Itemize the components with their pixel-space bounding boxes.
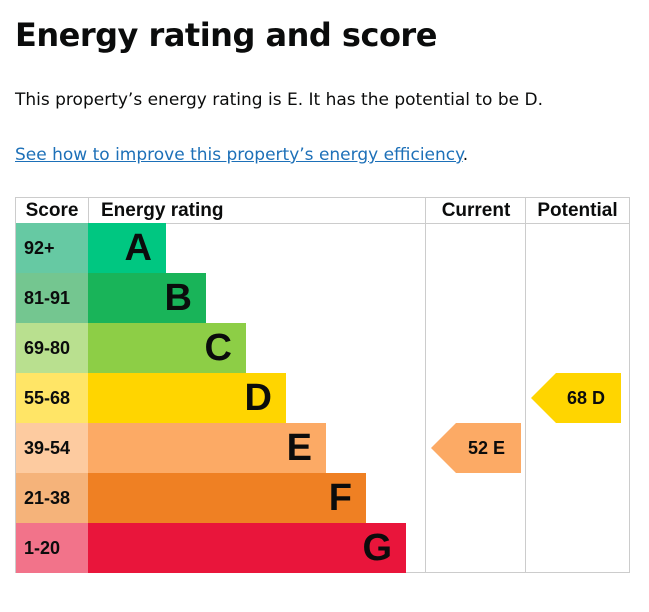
rating-bar-g: G [88, 523, 406, 573]
rating-bar-f: F [88, 473, 366, 523]
rating-bar-e: E [88, 423, 326, 473]
rating-bar-b: B [88, 273, 206, 323]
link-suffix: . [462, 145, 469, 165]
score-range-d: 55-68 [16, 373, 88, 423]
current-rating-arrow: 52 E [431, 423, 521, 473]
score-range-g: 1-20 [16, 523, 88, 573]
header-energy-rating: Energy rating [101, 200, 224, 221]
rating-bar-a: A [88, 223, 166, 273]
score-range-b: 81-91 [16, 273, 88, 323]
column-divider [88, 198, 89, 223]
rating-bar-c: C [88, 323, 246, 373]
score-range-a: 92+ [16, 223, 88, 273]
improve-efficiency-link[interactable]: See how to improve this property’s energ… [15, 145, 463, 165]
rating-bar-d: D [88, 373, 286, 423]
potential-rating-arrow: 68 D [531, 373, 621, 423]
header-score: Score [25, 200, 79, 221]
rating-summary: This property’s energy rating is E. It h… [15, 90, 543, 110]
score-range-f: 21-38 [16, 473, 88, 523]
column-divider [425, 198, 426, 572]
page-title: Energy rating and score [15, 16, 437, 54]
score-range-c: 69-80 [16, 323, 88, 373]
header-potential: Potential [537, 200, 618, 221]
header-divider [16, 223, 629, 224]
score-range-e: 39-54 [16, 423, 88, 473]
header-current: Current [441, 200, 511, 221]
column-divider [525, 198, 526, 572]
energy-rating-table: Score Energy rating Current Potential 92… [15, 197, 630, 573]
